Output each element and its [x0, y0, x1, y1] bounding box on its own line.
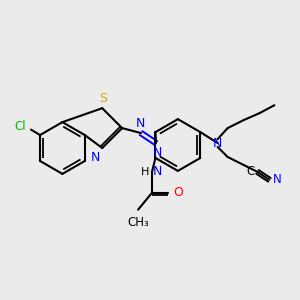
Text: Cl: Cl	[14, 120, 26, 133]
Text: O: O	[173, 186, 183, 199]
Text: N: N	[152, 146, 162, 159]
Text: H: H	[141, 167, 149, 177]
Text: N: N	[135, 117, 145, 130]
Text: S: S	[99, 92, 107, 105]
Text: N: N	[272, 173, 281, 186]
Text: N: N	[153, 165, 162, 178]
Text: CH₃: CH₃	[127, 216, 149, 229]
Text: C: C	[246, 165, 254, 178]
Text: N: N	[213, 136, 222, 149]
Text: N: N	[91, 151, 100, 164]
